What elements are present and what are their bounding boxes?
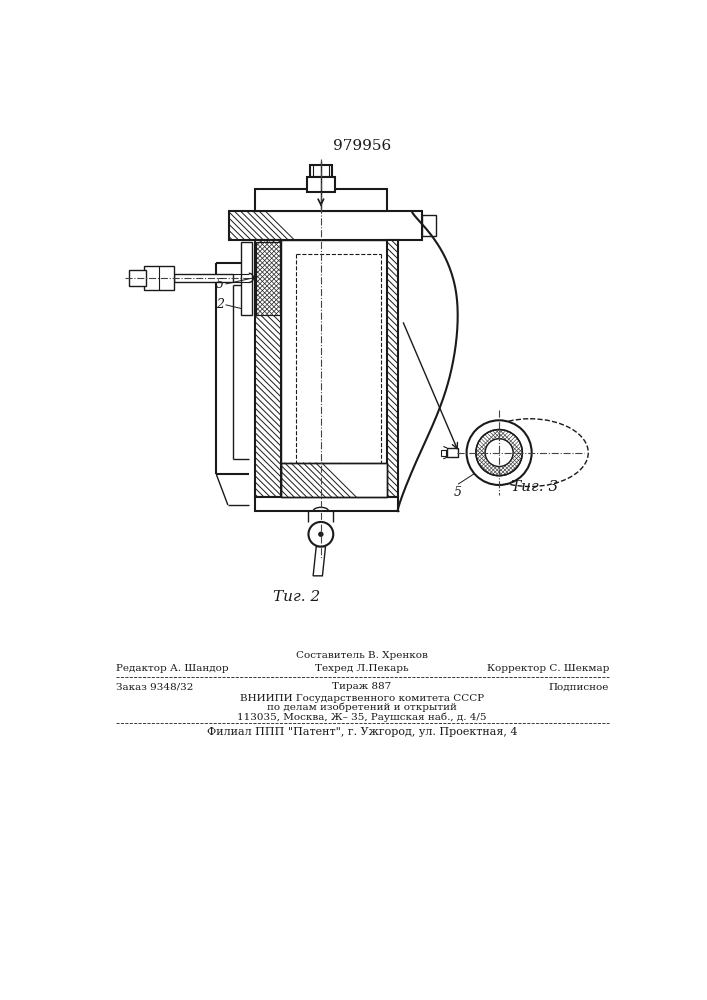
Text: Составитель В. Хренков: Составитель В. Хренков	[296, 651, 428, 660]
Bar	[256, 242, 280, 315]
Bar	[448, 448, 458, 457]
Bar	[144, 266, 174, 290]
Bar	[230, 211, 421, 240]
Text: Τиг. 3: Τиг. 3	[510, 480, 558, 494]
Text: Подписное: Подписное	[549, 682, 609, 691]
Circle shape	[476, 430, 522, 476]
Text: Корректор С. Шекмар: Корректор С. Шекмар	[487, 664, 609, 673]
Bar	[256, 242, 280, 315]
Text: Филиал ППП "Патент", г. Ужгород, ул. Проектная, 4: Филиал ППП "Патент", г. Ужгород, ул. Про…	[206, 727, 518, 737]
Text: Тираж 887: Тираж 887	[332, 682, 392, 691]
Polygon shape	[313, 547, 325, 576]
Text: Техред Л.Пекарь: Техред Л.Пекарь	[315, 664, 409, 673]
Text: 113035, Москва, Ж– 35, Раушская наб., д. 4/5: 113035, Москва, Ж– 35, Раушская наб., д.…	[238, 712, 486, 722]
Bar	[255, 189, 387, 211]
Text: Заказ 9348/32: Заказ 9348/32	[115, 682, 193, 691]
Circle shape	[319, 532, 323, 537]
Bar	[255, 240, 281, 497]
Text: 979956: 979956	[333, 139, 391, 153]
Text: по делам изобретений и открытий: по делам изобретений и открытий	[267, 703, 457, 712]
Bar	[307, 177, 335, 192]
Bar	[281, 240, 387, 497]
Text: 5: 5	[216, 278, 224, 291]
Bar	[281, 463, 387, 497]
Bar	[441, 450, 445, 456]
Bar	[281, 463, 387, 497]
Circle shape	[476, 430, 522, 476]
Circle shape	[308, 522, 333, 547]
Text: Τиг. 2: Τиг. 2	[273, 590, 320, 604]
Text: 2: 2	[216, 298, 224, 311]
Circle shape	[485, 439, 513, 466]
Bar	[241, 242, 252, 315]
Bar	[129, 270, 146, 286]
Text: ВНИИПИ Государственного комитета СССР: ВНИИПИ Государственного комитета СССР	[240, 694, 484, 703]
Circle shape	[467, 420, 532, 485]
Text: 5: 5	[454, 486, 462, 499]
Bar	[421, 215, 436, 235]
Bar	[174, 274, 233, 282]
Bar	[387, 240, 398, 497]
Bar	[310, 165, 332, 177]
Text: Редактор А. Шандор: Редактор А. Шандор	[115, 664, 228, 673]
Bar	[255, 497, 398, 511]
